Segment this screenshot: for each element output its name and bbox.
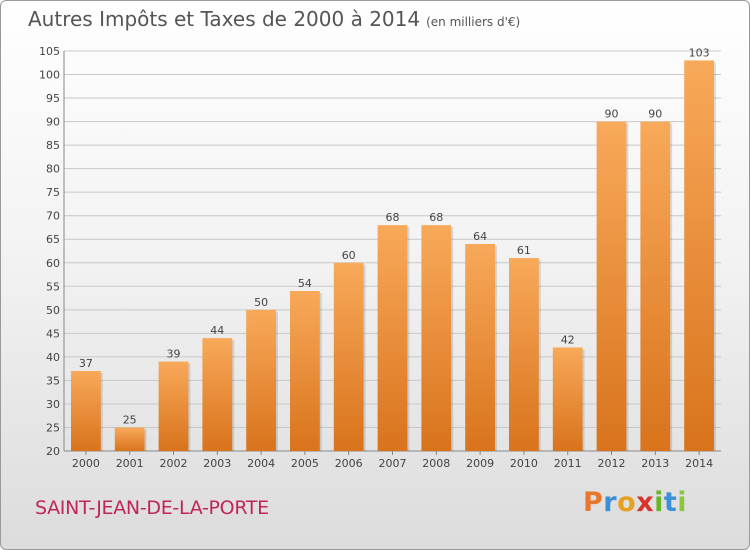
chart-title: Autres Impôts et Taxes de 2000 à 2014 [28,7,421,31]
x-tick-label: 2003 [203,457,231,470]
x-tick-label: 2009 [466,457,494,470]
logo-letter: t [663,487,678,518]
title-row: Autres Impôts et Taxes de 2000 à 2014 (en… [28,7,520,31]
bar-value-label: 60 [342,249,356,262]
bar-value-label: 90 [605,108,619,121]
x-tick-label: 2008 [422,457,450,470]
bar [333,262,364,451]
commune-name: SAINT-JEAN-DE-LA-PORTE [35,497,269,519]
bar [71,371,101,451]
x-tick-label: 2006 [335,457,363,470]
y-tick-label: 50 [46,304,60,317]
bar [158,361,189,451]
bar [465,243,495,451]
x-tick-label: 2002 [160,457,188,470]
bar-value-label: 39 [167,348,181,361]
y-tick-label: 30 [46,398,60,411]
y-tick-label: 85 [46,139,60,152]
bar-value-label: 68 [429,211,443,224]
bar [684,60,714,451]
y-tick-label: 70 [46,210,60,223]
bar-value-label: 50 [254,296,268,309]
y-tick-label: 55 [46,280,60,293]
y-tick-label: 75 [46,186,60,199]
logo-letter: i [654,487,664,518]
x-tick-label: 2010 [510,457,538,470]
bar [114,427,145,451]
x-tick-label: 2011 [554,457,582,470]
bar [640,121,671,452]
bar-value-label: 44 [210,324,224,337]
proxiti-logo: Proxiti [583,487,687,518]
bar [596,121,627,452]
logo-letter: P [583,487,604,518]
y-tick-label: 95 [46,92,60,105]
y-tick-label: 65 [46,233,60,246]
bar [421,225,452,451]
y-tick-label: 80 [46,163,60,176]
logo-letter: r [603,487,618,518]
logo-letter: i [677,487,688,518]
x-tick-label: 2001 [116,457,144,470]
logo-letter: x [636,487,655,518]
bar-value-label: 64 [473,230,487,243]
chart-subtitle: (en milliers d'€) [426,15,521,29]
y-tick-label: 105 [39,45,60,58]
x-tick-label: 2013 [641,457,669,470]
bar [290,291,320,451]
y-tick-label: 45 [46,327,60,340]
bar-value-label: 54 [298,277,312,290]
y-tick-label: 90 [46,116,60,129]
bar-value-label: 68 [386,211,400,224]
bar [202,338,233,451]
bar-value-label: 61 [517,244,531,257]
x-tick-label: 2007 [379,457,407,470]
x-tick-label: 2005 [291,457,319,470]
bar-value-label: 25 [123,413,137,426]
x-tick-label: 2012 [598,457,626,470]
bar-value-label: 37 [79,357,93,370]
y-tick-label: 60 [46,257,60,270]
y-tick-label: 20 [46,445,60,458]
bar-value-label: 90 [648,108,662,121]
x-tick-label: 2004 [247,457,275,470]
x-tick-label: 2014 [685,457,713,470]
bar [246,309,276,451]
y-tick-label: 35 [46,374,60,387]
x-tick-label: 2000 [72,457,100,470]
logo-letter: o [617,487,637,518]
y-tick-label: 25 [46,421,60,434]
y-tick-label: 40 [46,351,60,364]
bar [509,258,539,451]
bar-value-label: 103 [689,46,710,59]
bar [377,225,408,451]
y-tick-label: 100 [39,69,60,82]
bar [552,347,583,451]
bar-value-label: 42 [561,333,575,346]
